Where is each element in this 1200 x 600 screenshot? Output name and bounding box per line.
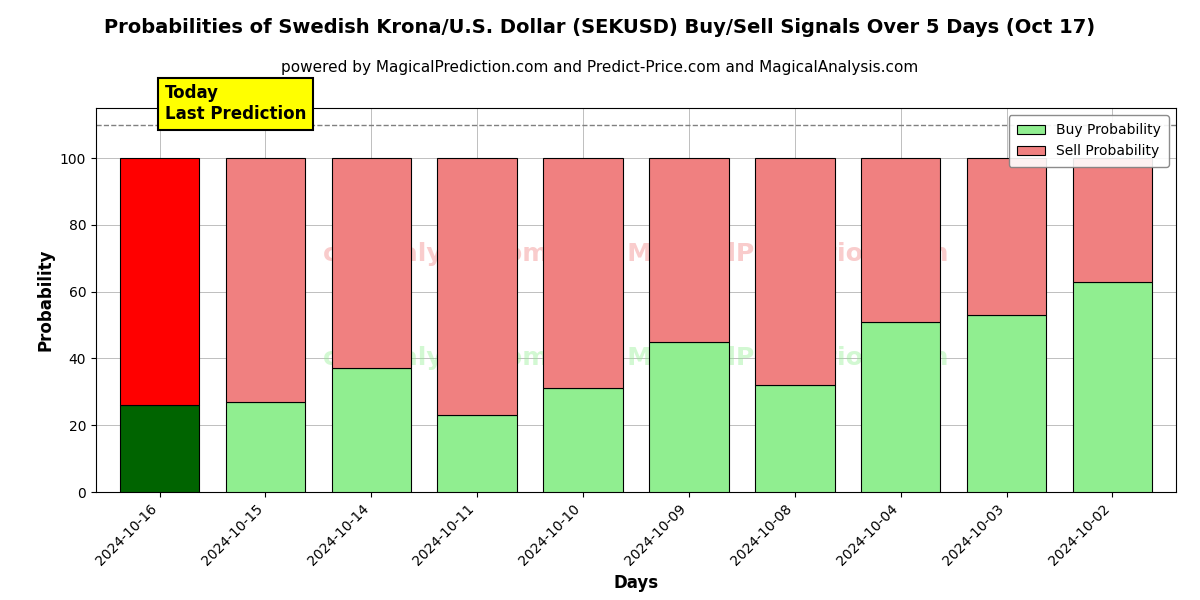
Y-axis label: Probability: Probability	[36, 249, 54, 351]
Text: Today
Last Prediction: Today Last Prediction	[164, 84, 306, 123]
Bar	[1073, 158, 1152, 281]
Legend: Buy Probability, Sell Probability: Buy Probability, Sell Probability	[1009, 115, 1169, 167]
Bar	[120, 405, 199, 492]
Bar	[331, 158, 412, 368]
Bar	[438, 158, 517, 415]
Bar	[967, 158, 1046, 315]
Text: Probabilities of Swedish Krona/U.S. Dollar (SEKUSD) Buy/Sell Signals Over 5 Days: Probabilities of Swedish Krona/U.S. Doll…	[104, 18, 1096, 37]
Bar	[226, 402, 305, 492]
Bar	[438, 415, 517, 492]
Text: calAnalysis.com         MagicalPrediction.com: calAnalysis.com MagicalPrediction.com	[323, 346, 949, 370]
Bar	[544, 158, 623, 388]
Bar	[755, 385, 834, 492]
Bar	[649, 158, 728, 342]
Bar	[544, 388, 623, 492]
Text: calAnalysis.com         MagicalPrediction.com: calAnalysis.com MagicalPrediction.com	[323, 242, 949, 266]
Bar	[755, 158, 834, 385]
Bar	[226, 158, 305, 402]
X-axis label: Days: Days	[613, 574, 659, 592]
Bar	[862, 322, 941, 492]
Bar	[1073, 281, 1152, 492]
Text: powered by MagicalPrediction.com and Predict-Price.com and MagicalAnalysis.com: powered by MagicalPrediction.com and Pre…	[281, 60, 919, 75]
Bar	[120, 158, 199, 405]
Bar	[649, 342, 728, 492]
Bar	[862, 158, 941, 322]
Bar	[967, 315, 1046, 492]
Bar	[331, 368, 412, 492]
